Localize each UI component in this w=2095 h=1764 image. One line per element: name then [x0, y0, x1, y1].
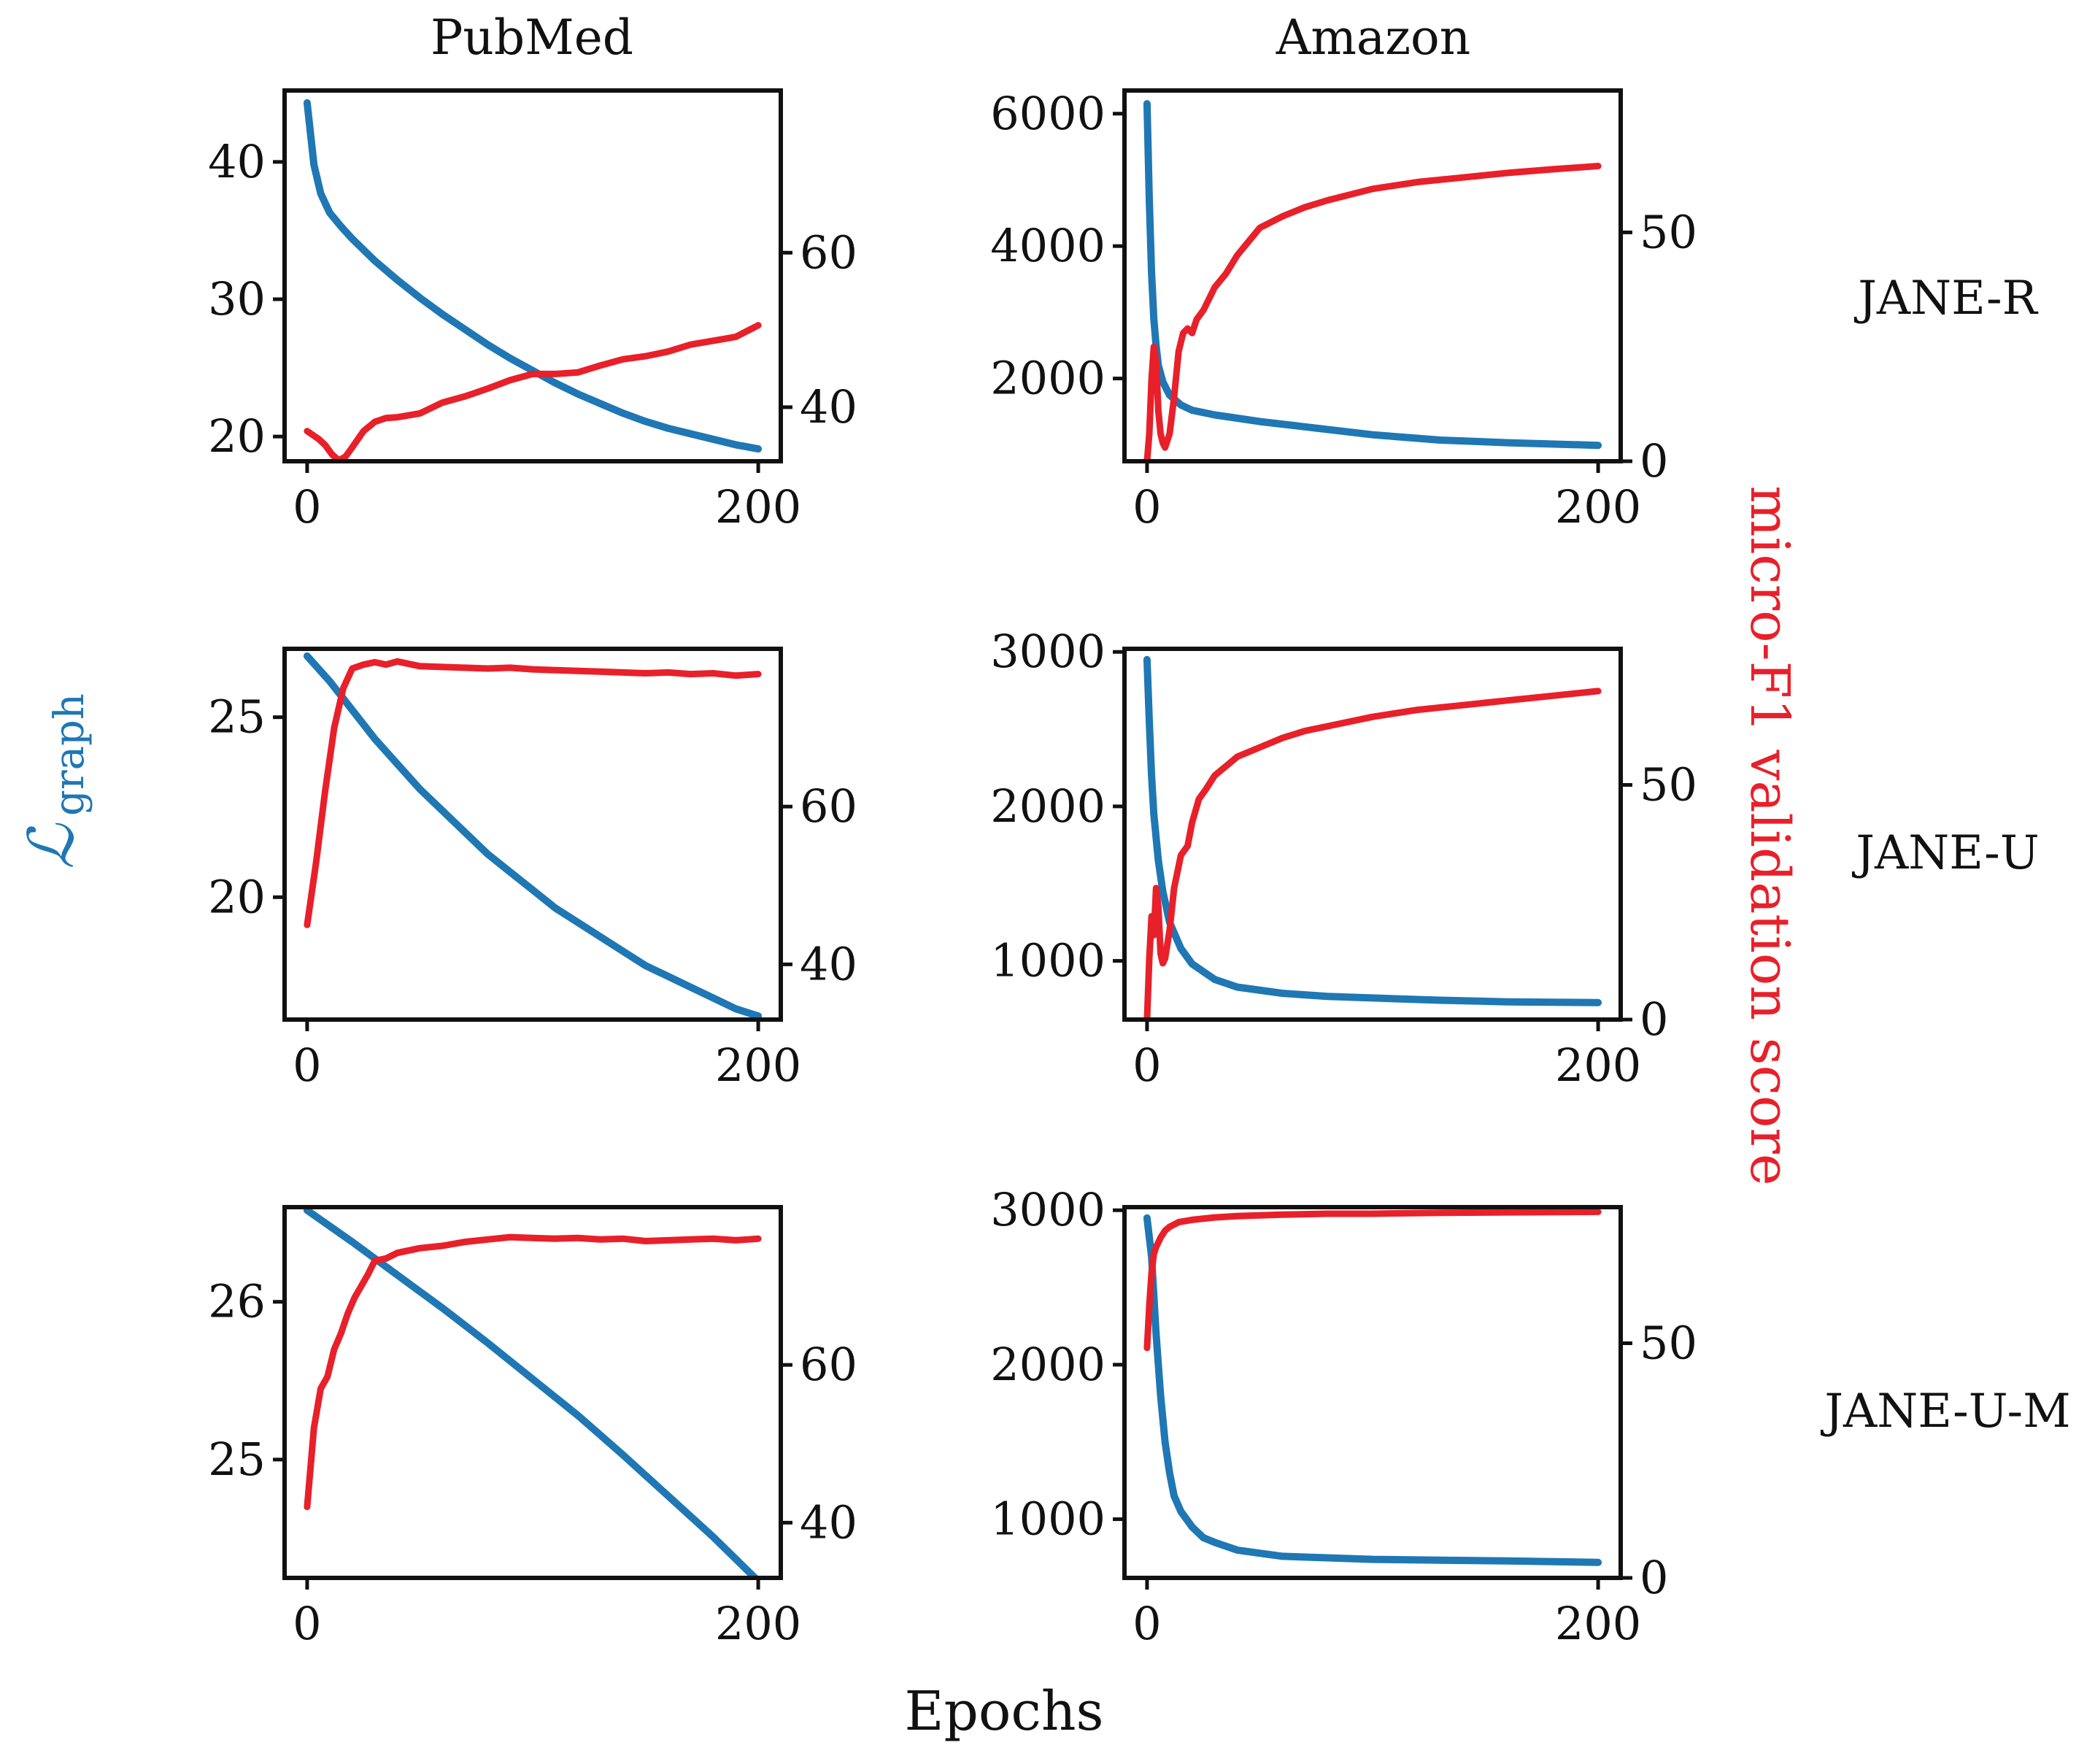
panel-pubmed-jane-u-m: 0 200 25 26 40 60	[208, 1205, 857, 1650]
y-right-tick-label-pubmed-jane-r-60: 60	[800, 226, 857, 279]
x-tick-label-amazon-jane-u-m-200: 200	[1555, 1597, 1641, 1650]
y-right-tick-label-pubmed-jane-u-60: 60	[800, 779, 857, 833]
left-y-axis-title: ℒ graph	[15, 693, 93, 869]
y-right-tick-label-amazon-jane-u-m-50: 50	[1640, 1316, 1697, 1369]
series-loss-amazon-jane-u-m	[1143, 1214, 1602, 1566]
y-left-tick-label-amazon-jane-u-m-2000: 2000	[990, 1338, 1106, 1391]
y-left-tick-label-amazon-jane-u-m-1000: 1000	[990, 1493, 1106, 1546]
x-tick-label-pubmed-jane-u-m-200: 200	[715, 1597, 801, 1650]
column-title-pubmed: PubMed	[431, 9, 633, 66]
y-left-tick-label-amazon-jane-r-2000: 2000	[990, 352, 1106, 405]
series-f1-pubmed-jane-r	[304, 322, 762, 461]
series-loss-amazon-jane-u	[1143, 655, 1602, 1006]
plot-frame-amazon-jane-r	[1122, 88, 1623, 463]
y-left-tick-label-pubmed-jane-u-m-26: 26	[208, 1275, 266, 1328]
y-left-tick-label-pubmed-jane-r-40: 40	[208, 135, 266, 188]
x-tick-label-pubmed-jane-r-200: 200	[715, 480, 801, 534]
y-right-tick-label-pubmed-jane-u-40: 40	[800, 937, 857, 990]
left-y-axis-title-symbol: ℒ	[15, 823, 88, 869]
series-f1-pubmed-jane-u-m	[304, 1233, 762, 1511]
y-right-tick-label-pubmed-jane-u-m-60: 60	[800, 1338, 857, 1391]
series-f1-amazon-jane-u-m	[1143, 1208, 1602, 1352]
y-right-tick-label-amazon-jane-u-m-0: 0	[1640, 1551, 1668, 1604]
series-loss-pubmed-jane-u	[303, 652, 763, 1020]
y-left-tick-label-amazon-jane-u-3000: 3000	[990, 625, 1106, 678]
plot-frame-pubmed-jane-u-m	[282, 1205, 783, 1580]
y-left-tick-label-pubmed-jane-r-30: 30	[208, 272, 266, 326]
x-tick-label-amazon-jane-r-0: 0	[1133, 480, 1161, 534]
y-right-tick-label-amazon-jane-r-0: 0	[1640, 434, 1668, 488]
y-left-tick-label-amazon-jane-u-2000: 2000	[990, 779, 1106, 833]
y-left-tick-label-pubmed-jane-u-25: 25	[208, 690, 266, 744]
series-loss-pubmed-jane-u-m	[303, 1207, 760, 1578]
plot-frame-amazon-jane-u	[1122, 647, 1623, 1022]
y-left-tick-label-amazon-jane-r-4000: 4000	[990, 219, 1106, 272]
x-tick-label-pubmed-jane-r-0: 0	[293, 480, 321, 534]
panel-pubmed-jane-u: 0 200 20 25 40 60	[208, 647, 857, 1092]
left-y-axis-title-subscript: graph	[46, 693, 93, 816]
y-right-tick-label-amazon-jane-u-50: 50	[1640, 758, 1697, 811]
x-axis-title: Epochs	[904, 1680, 1103, 1743]
y-left-tick-label-pubmed-jane-r-20: 20	[208, 409, 266, 463]
y-left-tick-label-pubmed-jane-u-m-25: 25	[208, 1433, 266, 1486]
series-f1-amazon-jane-u	[1143, 688, 1602, 1020]
x-tick-label-pubmed-jane-u-m-0: 0	[293, 1597, 321, 1650]
y-left-tick-label-amazon-jane-u-m-3000: 3000	[990, 1183, 1106, 1236]
y-left-tick-label-amazon-jane-r-6000: 6000	[990, 87, 1106, 140]
right-y-axis-title: micro-F1 validation score	[1738, 485, 1801, 1185]
plot-frame-pubmed-jane-u	[282, 647, 783, 1022]
row-label-jane-u: JANE-U	[1851, 826, 2039, 880]
x-tick-label-amazon-jane-u-0: 0	[1133, 1039, 1161, 1092]
column-title-amazon: Amazon	[1276, 9, 1471, 66]
y-right-tick-label-amazon-jane-r-50: 50	[1640, 205, 1697, 258]
row-label-jane-r: JANE-R	[1853, 271, 2038, 326]
y-left-tick-label-pubmed-jane-u-20: 20	[208, 870, 266, 923]
series-f1-pubmed-jane-u	[304, 658, 762, 928]
row-label-jane-u-m: JANE-U-M	[1820, 1384, 2070, 1438]
x-tick-label-amazon-jane-r-200: 200	[1555, 480, 1641, 534]
x-tick-label-amazon-jane-u-m-0: 0	[1133, 1597, 1161, 1650]
plot-frame-pubmed-jane-r	[282, 88, 783, 463]
panel-pubmed-jane-r: 0 200 20 30 40 40 60	[208, 88, 857, 534]
series-loss-pubmed-jane-r	[303, 99, 763, 453]
series-f1-amazon-jane-r	[1143, 163, 1602, 461]
y-right-tick-label-pubmed-jane-u-m-40: 40	[800, 1495, 857, 1549]
x-tick-label-pubmed-jane-u-200: 200	[715, 1039, 801, 1092]
plot-frame-amazon-jane-u-m	[1122, 1205, 1623, 1580]
series-loss-amazon-jane-r	[1143, 100, 1602, 450]
x-tick-label-amazon-jane-u-200: 200	[1555, 1039, 1641, 1092]
y-right-tick-label-pubmed-jane-r-40: 40	[800, 380, 857, 434]
y-right-tick-label-amazon-jane-u-0: 0	[1640, 993, 1668, 1046]
y-left-tick-label-amazon-jane-u-1000: 1000	[990, 934, 1106, 987]
x-tick-label-pubmed-jane-u-0: 0	[293, 1039, 321, 1092]
